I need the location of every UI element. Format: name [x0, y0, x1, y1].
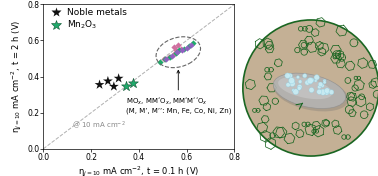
Circle shape: [298, 80, 302, 83]
Circle shape: [310, 78, 314, 82]
Circle shape: [303, 74, 307, 78]
Ellipse shape: [278, 77, 332, 99]
Circle shape: [287, 73, 293, 78]
Circle shape: [297, 86, 301, 90]
Point: [167, 55, 173, 58]
Circle shape: [318, 85, 321, 89]
Point: [179, 48, 185, 51]
Circle shape: [321, 84, 324, 87]
Point: [105, 80, 111, 83]
Circle shape: [314, 79, 317, 82]
Point: [123, 85, 129, 88]
Circle shape: [329, 90, 334, 95]
Circle shape: [286, 83, 290, 87]
Circle shape: [296, 76, 299, 79]
Circle shape: [324, 90, 329, 95]
Point: [184, 46, 190, 49]
Circle shape: [305, 80, 310, 85]
Circle shape: [314, 75, 319, 80]
Circle shape: [323, 81, 326, 84]
Point: [163, 57, 169, 60]
Point: [170, 45, 177, 48]
Point: [161, 58, 167, 61]
Point: [188, 44, 194, 46]
Circle shape: [307, 78, 313, 84]
Circle shape: [288, 78, 295, 84]
Point: [111, 85, 117, 88]
Point: [173, 52, 179, 55]
Point: [181, 47, 187, 50]
Circle shape: [309, 87, 314, 93]
Point: [116, 77, 122, 80]
Point: [169, 54, 175, 57]
Text: MO$_x$, MM’O$_x$, MM’M’’O$_x$
(M, M’, M’’: Mn, Fe, Co, Ni, Zn): MO$_x$, MM’O$_x$, MM’M’’O$_x$ (M, M’, M’…: [125, 70, 231, 114]
Point: [157, 61, 163, 64]
Circle shape: [293, 89, 299, 95]
Point: [175, 44, 181, 46]
Circle shape: [297, 84, 302, 89]
Point: [174, 51, 180, 54]
Ellipse shape: [273, 74, 349, 111]
Legend: Noble metals, Mn$_2$O$_3$: Noble metals, Mn$_2$O$_3$: [46, 7, 128, 32]
X-axis label: η$_{j = 10}$ mA cm$^{-2}$, t = 0.1 h (V): η$_{j = 10}$ mA cm$^{-2}$, t = 0.1 h (V): [78, 165, 200, 176]
Point: [170, 53, 177, 55]
Point: [166, 55, 172, 58]
Circle shape: [324, 88, 330, 93]
Circle shape: [323, 79, 326, 82]
Point: [177, 49, 183, 52]
Point: [173, 49, 179, 52]
Point: [190, 42, 196, 45]
Circle shape: [292, 89, 295, 92]
Ellipse shape: [273, 73, 346, 109]
Point: [96, 83, 102, 86]
Point: [186, 45, 192, 47]
Y-axis label: η$_{j = 10}$ mA cm$^{-2}$, t = 2 h (V): η$_{j = 10}$ mA cm$^{-2}$, t = 2 h (V): [10, 20, 25, 133]
Point: [162, 58, 168, 61]
Point: [178, 47, 184, 50]
Circle shape: [243, 20, 378, 156]
Circle shape: [320, 89, 326, 95]
Circle shape: [309, 81, 312, 84]
Circle shape: [317, 89, 322, 94]
Circle shape: [318, 82, 323, 87]
Text: @ 10 mA cm$^{-2}$: @ 10 mA cm$^{-2}$: [72, 120, 126, 131]
Circle shape: [289, 81, 295, 87]
Point: [130, 81, 136, 84]
Circle shape: [285, 73, 290, 78]
